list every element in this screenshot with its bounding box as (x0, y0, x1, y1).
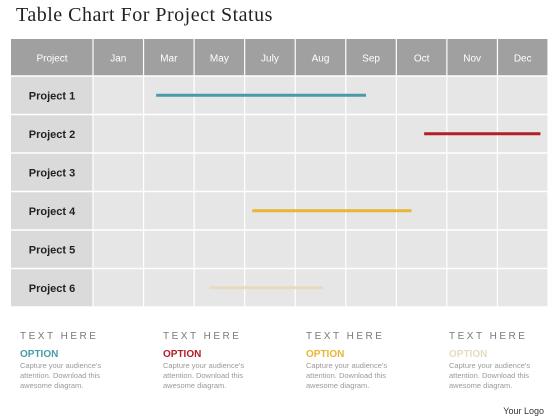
month-label-july: July (261, 54, 279, 65)
option-heading: TEXT HERE (20, 331, 99, 342)
month-label-may: May (210, 54, 229, 65)
row-bg (93, 230, 548, 269)
option-label: OPTION (449, 349, 488, 360)
option-description: Capture your audience's attention. Downl… (449, 361, 531, 390)
option-column-3: TEXT HERE OPTION Capture your audience's… (306, 331, 416, 391)
row-label-bg (11, 268, 93, 307)
option-label: OPTION (20, 349, 59, 360)
row-label-bg (11, 114, 93, 153)
option-heading: TEXT HERE (163, 331, 242, 342)
month-label-sep: Sep (362, 54, 380, 65)
header-project-label: Project (36, 54, 67, 65)
row-label-bg (11, 76, 93, 115)
month-label-nov: Nov (463, 54, 481, 65)
row-label-bg (11, 230, 93, 269)
table-header-bg (11, 39, 548, 76)
option-column-4: TEXT HERE OPTION Capture your audience's… (449, 331, 559, 391)
logo-text: Your Logo (503, 406, 544, 416)
option-column-1: TEXT HERE OPTION Capture your audience's… (20, 331, 130, 391)
month-label-aug: Aug (312, 54, 330, 65)
option-heading: TEXT HERE (449, 331, 528, 342)
row-label-bg (11, 191, 93, 230)
month-label-jan: Jan (110, 54, 126, 65)
project-label: Project 3 (29, 167, 75, 179)
option-label: OPTION (163, 349, 202, 360)
option-description: Capture your audience's attention. Downl… (306, 361, 388, 390)
page-title: Table Chart For Project Status (16, 4, 273, 26)
month-label-dec: Dec (514, 54, 532, 65)
row-bg (93, 153, 548, 192)
project-label: Project 5 (29, 244, 75, 256)
project-label: Project 4 (29, 206, 76, 218)
option-description: Capture your audience's attention. Downl… (163, 361, 245, 390)
month-label-oct: Oct (414, 54, 430, 65)
row-label-bg (11, 153, 93, 192)
option-description: Capture your audience's attention. Downl… (20, 361, 102, 390)
option-label: OPTION (306, 349, 345, 360)
project-label: Project 2 (29, 129, 75, 141)
project-label: Project 6 (29, 283, 75, 295)
project-label: Project 1 (29, 90, 75, 102)
month-label-mar: Mar (160, 54, 178, 65)
project-status-table: Project Jan Mar May July Aug Sep Oct Nov Dec Proje… (11, 39, 549, 308)
option-column-2: TEXT HERE OPTION Capture your audience's… (163, 331, 273, 391)
option-heading: TEXT HERE (306, 331, 385, 342)
